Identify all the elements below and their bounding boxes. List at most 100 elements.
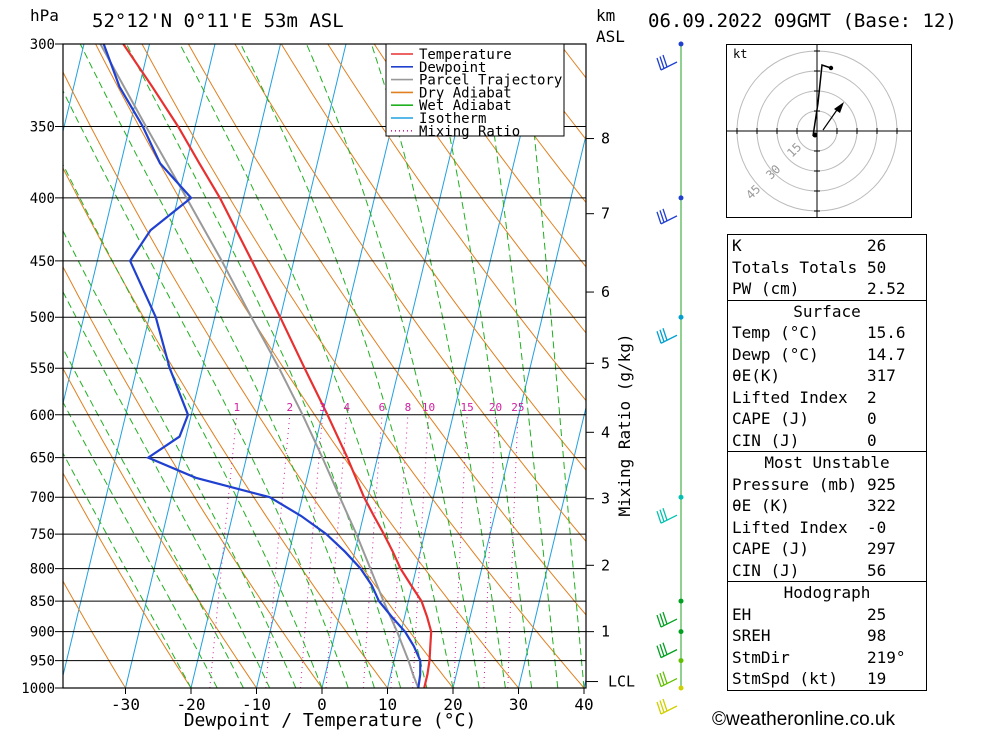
pressure-tick-label: 900 bbox=[30, 625, 55, 641]
temperature-axis: -30 -20 -10 0 10 20 30 40 bbox=[111, 688, 594, 714]
wind-barb bbox=[656, 671, 678, 688]
barb-staff bbox=[660, 677, 678, 688]
barb-staff bbox=[660, 649, 678, 659]
height-tick-label: 6 bbox=[601, 283, 610, 301]
pressure-tick-label: 450 bbox=[30, 254, 55, 270]
wind-barb-dot bbox=[678, 314, 684, 320]
pressure-tick-label: 700 bbox=[30, 490, 55, 506]
wind-barb bbox=[656, 698, 678, 715]
isotherm-line bbox=[321, 44, 478, 688]
index-row: SREH 98 bbox=[728, 625, 926, 647]
barb-flag bbox=[659, 56, 665, 69]
legend-label: Wet Adiabat bbox=[419, 98, 512, 114]
index-value: 322 bbox=[867, 496, 896, 515]
index-value: 19 bbox=[867, 669, 887, 688]
footer-credit[interactable]: ©weatheronline.co.uk bbox=[712, 709, 895, 731]
storm-motion-arrow-icon bbox=[834, 102, 844, 113]
barb-staff bbox=[660, 705, 678, 715]
mixing-ratio-labels: 1 2 3 4 6 8 10 15 20 25 bbox=[233, 401, 524, 414]
index-value: 14.7 bbox=[867, 344, 906, 364]
lcl-label: LCL bbox=[608, 673, 635, 691]
wet-adiabat-line bbox=[240, 44, 454, 688]
section-title: Hodograph bbox=[783, 583, 871, 602]
hodograph-trace bbox=[812, 63, 832, 137]
series-dewpoint bbox=[102, 44, 422, 688]
index-value: 297 bbox=[867, 539, 896, 558]
dry-adiabat-line bbox=[653, 44, 720, 688]
temperature-tick-label: -10 bbox=[242, 695, 271, 714]
index-value: 0 bbox=[867, 430, 877, 450]
barb-flag bbox=[662, 671, 668, 684]
datetime-title: 06.09.2022 09GMT (Base: 12) bbox=[648, 10, 957, 32]
isotherm-line bbox=[63, 44, 216, 678]
hodograph-ring-label: 45 bbox=[743, 182, 763, 202]
hodograph-origin-point bbox=[812, 132, 818, 138]
hodograph-section: Hodograph EH 25 SREH 98 StmDir 219° StmSpd … bbox=[727, 581, 927, 691]
index-label: Lifted Index bbox=[732, 387, 848, 407]
dry-adiabat-line bbox=[699, 44, 720, 688]
barb-flag bbox=[662, 698, 668, 712]
pressure-tick-label: 800 bbox=[30, 562, 55, 578]
series-parcel-trajectory bbox=[99, 44, 420, 688]
mixing-ratio-label: 20 bbox=[489, 401, 502, 414]
barb-staff bbox=[660, 334, 678, 344]
index-row: CIN (J) 56 bbox=[728, 560, 926, 582]
wet-adiabat-line bbox=[179, 44, 428, 688]
wind-barb bbox=[656, 508, 678, 524]
section-title: Most Unstable bbox=[764, 453, 890, 472]
legend-label: Dewpoint bbox=[419, 60, 486, 76]
pressure-tick-label: 1000 bbox=[21, 681, 55, 697]
isotherm-line bbox=[190, 44, 347, 688]
hodograph: kt 15 30 45 bbox=[726, 44, 912, 218]
index-label: PW (cm) bbox=[732, 279, 800, 298]
index-row: θE (K) 322 bbox=[728, 495, 926, 517]
wind-barb-dot bbox=[678, 41, 684, 47]
height-tick-label: 3 bbox=[601, 490, 610, 508]
mixing-ratio-line bbox=[362, 414, 383, 688]
profile-series bbox=[99, 44, 433, 688]
barb-flag bbox=[662, 54, 668, 68]
barb-staff bbox=[660, 514, 678, 524]
indices-table: K 26 Totals Totals 50 PW (cm) 2.52 Surface … bbox=[727, 234, 927, 691]
dry-adiabat-line bbox=[63, 167, 388, 688]
index-label: StmSpd (kt) bbox=[732, 669, 838, 688]
mixing-ratio-label: 6 bbox=[379, 401, 386, 414]
wind-barb bbox=[656, 642, 678, 659]
isotherm-line bbox=[0, 44, 19, 688]
index-label: StmDir bbox=[732, 647, 790, 667]
dry-adiabat-line bbox=[63, 580, 126, 688]
temperature-tick-label: 20 bbox=[443, 695, 462, 714]
barb-flag bbox=[659, 700, 665, 713]
dry-adiabat-line bbox=[466, 44, 586, 204]
plot-frame bbox=[62, 43, 587, 689]
mixing-ratio-label: 2 bbox=[286, 401, 293, 414]
pressure-tick-label: 400 bbox=[30, 191, 55, 207]
barb-flag bbox=[662, 508, 668, 521]
dry-adiabat-line bbox=[327, 44, 586, 402]
barb-flag bbox=[656, 645, 662, 658]
height-tick-label: 4 bbox=[601, 423, 610, 441]
pressure-tick-label: 500 bbox=[30, 310, 55, 326]
section-title: Surface bbox=[793, 301, 861, 321]
wind-barb-dot bbox=[678, 685, 684, 691]
index-value: 0 bbox=[867, 409, 877, 428]
hodograph-unit-label: kt bbox=[733, 47, 747, 61]
pressure-unit-label: hPa bbox=[30, 6, 59, 25]
barb-flag bbox=[659, 210, 665, 223]
height-tick-label: 5 bbox=[601, 354, 610, 372]
temperature-tick-label: -20 bbox=[177, 695, 206, 714]
dry-adiabat-line bbox=[280, 44, 586, 471]
index-value: 56 bbox=[867, 560, 887, 580]
wind-barb-dot bbox=[678, 598, 684, 604]
index-value: 26 bbox=[867, 236, 887, 255]
site-link[interactable]: weatheronline.co.uk bbox=[726, 709, 895, 730]
height-tick-label: 8 bbox=[601, 130, 610, 148]
index-row: EH 25 bbox=[728, 604, 926, 626]
barb-flag bbox=[656, 701, 662, 715]
wet-adiabat-line bbox=[63, 452, 192, 688]
wind-barb bbox=[656, 208, 678, 225]
isotherm-line bbox=[256, 44, 412, 688]
isotherm-line bbox=[387, 44, 543, 688]
pressure-tick-label: 350 bbox=[30, 119, 55, 135]
index-label: CAPE (J) bbox=[732, 539, 810, 558]
